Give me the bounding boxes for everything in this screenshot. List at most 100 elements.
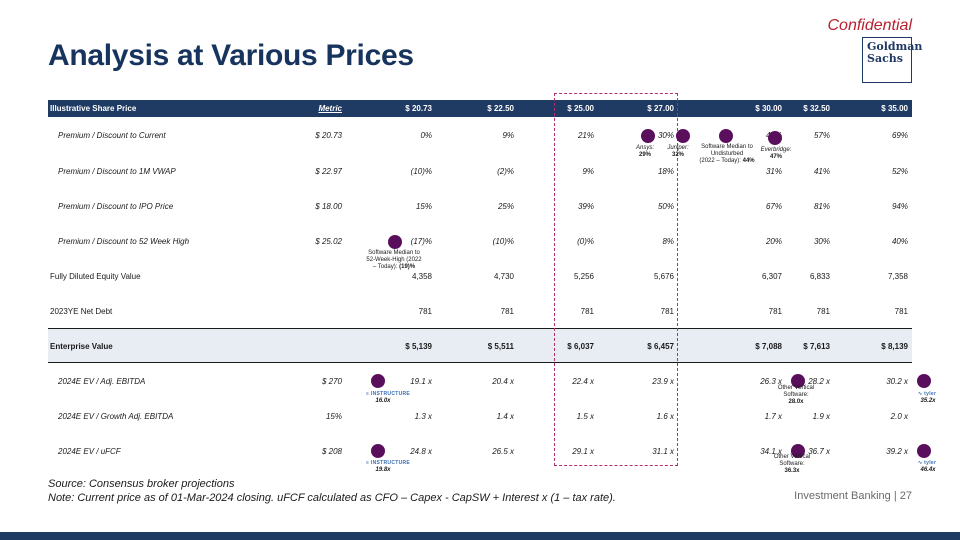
row-value: $ 6,457 (647, 341, 674, 351)
row-value: 26.5 x (492, 446, 514, 456)
price-col-6: $ 35.00 (881, 104, 908, 113)
row-value: 22.4 x (572, 376, 594, 386)
instructure-logo-text: INSTRUCTURE (370, 391, 411, 397)
row-value: 36.7 x (808, 446, 830, 456)
row-value: $ 8,139 (881, 341, 908, 351)
other-vertical-line-1: Other Vertical (777, 385, 815, 391)
other-vertical-ebitda-value: 28.0x (788, 399, 804, 405)
row-value: $ 5,139 (405, 341, 432, 351)
tyler-ufcf-value: 46.4x (920, 467, 936, 473)
table-row: Premium / Discount to IPO Price $ 18.00 … (48, 199, 912, 213)
row-value: 30.2 x (886, 376, 908, 386)
row-value: 41% (813, 166, 830, 176)
page-footer: Investment Banking | 27 (794, 490, 912, 502)
price-col-0: $ 20.73 (405, 104, 432, 113)
row-value: 31.1 x (652, 446, 674, 456)
row-value: 26.3 x (760, 376, 782, 386)
price-col-3: $ 27.00 (647, 104, 674, 113)
row-value: 34.1 x (760, 446, 782, 456)
row-value: 19.1 x (410, 376, 432, 386)
other-vertical-ebitda-annotation: Other Vertical Software: 28.0x (768, 385, 824, 406)
header-label: Illustrative Share Price (50, 104, 137, 113)
row-value: 50% (657, 201, 674, 211)
price-col-5: $ 32.50 (803, 104, 830, 113)
row-value: 6,833 (809, 271, 830, 281)
table-row: Premium / Discount to 1M VWAP $ 22.97 (1… (48, 164, 912, 178)
row-label: 2024E EV / uFCF (58, 446, 121, 456)
row-value: 781 (660, 306, 674, 316)
ansys-value: 29% (638, 152, 651, 158)
ansys-name: Ansys: (635, 145, 654, 151)
tyler-logo-ufcf: ∿ tyler (918, 460, 937, 466)
row-value: 30% (657, 130, 674, 140)
tyler-logo-ebitda: ∿ tyler (918, 391, 937, 397)
other-vertical-ufcf-line-1: Other Vertical (773, 454, 811, 460)
confidential-label: Confidential (827, 17, 913, 34)
row-label: Premium / Discount to 52 Week High (58, 236, 190, 246)
tyler-ebitda-value: 35.2x (920, 398, 936, 404)
sw52-marker-dot (388, 235, 402, 249)
row-value: 20% (765, 236, 782, 246)
row-value: 781 (894, 306, 908, 316)
table-row: Premium / Discount to Current $ 20.73 0%… (48, 128, 912, 142)
table-header-row: Illustrative Share Price Metric $ 20.73 … (48, 100, 912, 117)
row-metric: $ 25.02 (315, 236, 342, 246)
everbridge-value: 47% (769, 154, 782, 160)
row-value: $ 7,088 (755, 341, 782, 351)
row-value: 31% (765, 166, 782, 176)
row-value: 7,358 (887, 271, 908, 281)
enterprise-value-row: Enterprise Value $ 5,139 $ 5,511 $ 6,037… (48, 339, 912, 353)
row-metric: $ 18.00 (315, 201, 342, 211)
sw52-value: (19)% (399, 264, 416, 270)
header-metric: Metric (318, 104, 342, 113)
other-vertical-line-2: Software: (783, 392, 809, 398)
logo-line-1: Goldman (867, 40, 923, 53)
software-median-annotation: Software Median to Undisturbed (2022 – T… (694, 144, 760, 165)
price-col-2: $ 25.00 (567, 104, 594, 113)
row-value: 30% (813, 236, 830, 246)
row-value: 781 (500, 306, 514, 316)
table-row: 2023YE Net Debt 781 781 781 781 781 781 … (48, 304, 912, 318)
row-value: 781 (418, 306, 432, 316)
table-row: 2024E EV / uFCF $ 208 24.8 x 26.5 x 29.1… (48, 444, 912, 458)
row-value: $ 6,037 (567, 341, 594, 351)
other-vertical-ufcf-dot (791, 444, 805, 458)
other-vertical-ufcf-line-2: Software: (779, 461, 805, 467)
row-value: 5,676 (653, 271, 674, 281)
row-value: 6,307 (761, 271, 782, 281)
row-value: 1.9 x (812, 411, 830, 421)
row-value: 39.2 x (886, 446, 908, 456)
other-vertical-ebitda-dot (791, 374, 805, 388)
row-label: Premium / Discount to Current (58, 130, 166, 140)
row-metric: $ 20.73 (315, 130, 342, 140)
software-median-marker-dot (719, 129, 733, 143)
ansys-marker-dot (641, 129, 655, 143)
ansys-annotation: Ansys: 29% (630, 145, 660, 159)
row-value: 25% (497, 201, 514, 211)
instructure-logo-ufcf: ≡ INSTRUCTURE (366, 460, 411, 466)
row-label: 2023YE Net Debt (50, 306, 113, 316)
row-value: (10)% (492, 236, 514, 246)
row-value: $ 5,511 (487, 341, 514, 351)
sw-median-line-1: Software Median to (701, 144, 753, 150)
row-value: 5,256 (573, 271, 594, 281)
row-value: 1.4 x (496, 411, 514, 421)
row-value: 21% (577, 130, 594, 140)
row-metric: 15% (325, 411, 342, 421)
row-value: 0% (420, 130, 432, 140)
page-title: Analysis at Various Prices (48, 39, 414, 72)
sw52-line-2: 52-Week-High (2022 (366, 257, 422, 263)
row-value: 4,730 (493, 271, 514, 281)
row-value: 28.2 x (808, 376, 830, 386)
everbridge-annotation: Everbridge: 47% (756, 147, 796, 161)
tyler-ufcf-annotation: 46.4x (914, 467, 942, 474)
row-value: (0)% (577, 236, 594, 246)
sw-median-line-3: (2022 – Today): (699, 158, 741, 164)
row-value: 40% (891, 236, 908, 246)
row-value: 52% (891, 166, 908, 176)
row-label: 2024E EV / Growth Adj. EBITDA (58, 411, 174, 421)
other-vertical-ufcf-value: 36.3x (784, 468, 800, 474)
row-value: 9% (502, 130, 514, 140)
everbridge-marker-dot (768, 131, 782, 145)
row-value: 2.0 x (890, 411, 908, 421)
